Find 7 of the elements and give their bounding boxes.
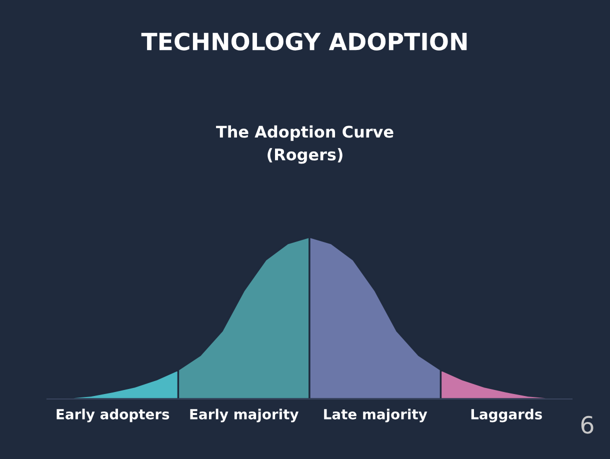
- chart-title: TECHNOLOGY ADOPTION: [141, 32, 467, 50]
- series-label: Early adopters: [56, 408, 170, 422]
- text: 6: [581, 416, 594, 434]
- chart-subtitle: The Adoption Curve (Rogers): [216, 125, 394, 164]
- series-label: Late majority: [324, 408, 428, 422]
- series-label: Early majority: [190, 408, 299, 422]
- series-label: Laggards: [471, 408, 542, 422]
